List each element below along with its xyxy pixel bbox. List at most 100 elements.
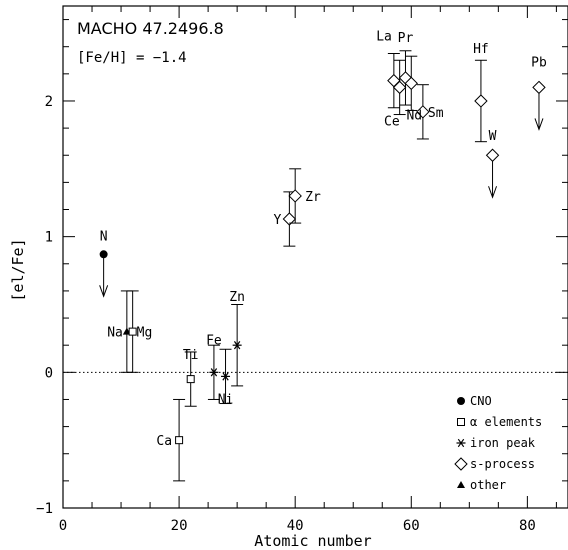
element-label-nd: Nd <box>406 108 422 123</box>
marker-diamond <box>474 94 488 108</box>
legend-label: s-process <box>470 457 535 471</box>
point-marker <box>209 368 219 377</box>
marker-diamond <box>454 457 468 471</box>
element-label-sm: Sm <box>428 106 444 121</box>
data-point-ca <box>173 398 186 482</box>
data-point-sm <box>416 84 430 140</box>
element-labels: N Na Mg Ca Ti Fe Ni Zn Y Zr La Ce Pr Nd Sm Hf W Pb <box>100 30 547 450</box>
legend-marker <box>457 481 465 488</box>
point-marker <box>232 341 242 350</box>
marker-diamond <box>532 80 546 95</box>
legend-marker <box>457 397 465 405</box>
point-marker <box>392 80 407 95</box>
point-marker <box>485 148 500 162</box>
legend-label: iron peak <box>470 436 536 450</box>
marker-stroke <box>233 341 241 350</box>
element-label-zr: Zr <box>305 190 321 205</box>
element-label-n: N <box>100 229 108 244</box>
y-axis-label: [el/Fe] <box>9 238 27 301</box>
element-label-ca: Ca <box>156 434 172 449</box>
data-point-hf <box>474 59 488 143</box>
legend-marker <box>457 418 465 426</box>
element-label-la: La <box>376 30 392 45</box>
x-tick-label: 80 <box>519 518 536 534</box>
point-marker <box>175 436 184 445</box>
element-label-zn: Zn <box>229 290 245 305</box>
x-tick-label: 60 <box>403 518 420 534</box>
data-point-pr <box>398 50 413 106</box>
marker-diamond <box>404 76 418 91</box>
marker-circle <box>457 397 465 405</box>
element-label-w: W <box>489 129 497 144</box>
point-marker <box>416 105 430 119</box>
arrow-head <box>488 186 498 199</box>
legend: CNO α elements iron peak s-process other <box>454 394 542 492</box>
chart-subtitle: [Fe/H] = −1.4 <box>77 50 187 66</box>
point-marker <box>532 80 546 95</box>
element-label-na: Na <box>107 326 123 341</box>
chart-title: MACHO 47.2496.8 <box>77 19 224 38</box>
point-marker <box>404 76 418 91</box>
data-point-y <box>282 191 297 247</box>
marker-stroke <box>222 372 229 381</box>
data-points <box>99 50 546 482</box>
marker-stroke <box>210 368 218 377</box>
data-point-zn <box>231 303 244 387</box>
legend-label: CNO <box>470 394 492 408</box>
point-marker <box>474 94 488 108</box>
data-point-fe <box>207 344 220 400</box>
data-point-zr <box>288 168 302 224</box>
data-point-ce <box>392 59 407 116</box>
plot-border <box>62 5 568 509</box>
x-tick-label: 0 <box>59 518 67 534</box>
element-label-hf: Hf <box>473 42 489 57</box>
data-point-mg <box>126 290 139 373</box>
arrow-head <box>534 118 544 131</box>
legend-marker <box>454 457 468 471</box>
data-point-w <box>485 148 500 199</box>
element-label-ce: Ce <box>384 114 400 129</box>
point-marker <box>99 250 108 259</box>
legend-label: α elements <box>470 415 542 429</box>
plot-frame <box>62 5 568 509</box>
marker-triangle <box>457 481 465 488</box>
element-label-pr: Pr <box>398 31 414 46</box>
x-tick-label: 20 <box>171 518 188 534</box>
element-label-ni: Ni <box>218 392 234 407</box>
y-tick-label: 2 <box>45 94 53 110</box>
marker-diamond <box>392 80 407 95</box>
element-label-y: Y <box>274 213 282 228</box>
marker-diamond <box>282 212 297 226</box>
y-tick-label: 1 <box>45 230 53 246</box>
legend-label: other <box>470 478 506 492</box>
marker-square <box>457 418 465 426</box>
legend-marker <box>456 438 466 448</box>
point-marker <box>186 375 195 384</box>
element-label-fe: Fe <box>206 333 222 348</box>
element-label-mg: Mg <box>137 326 153 341</box>
data-point-la <box>387 52 401 109</box>
marker-square <box>186 375 195 384</box>
marker-diamond <box>485 148 500 162</box>
element-label-ti: Ti <box>183 348 199 363</box>
point-marker <box>282 212 297 226</box>
marker-diamond <box>288 189 302 203</box>
point-marker <box>288 189 302 203</box>
data-point-pb <box>532 80 546 131</box>
marker-square <box>128 327 137 336</box>
arrow-head <box>99 285 109 298</box>
element-label-pb: Pb <box>531 55 547 70</box>
marker-circle <box>99 250 108 259</box>
x-tick-label: 40 <box>287 518 304 534</box>
axis-ticks: 0 20 40 60 80 −1 0 1 2 <box>36 6 568 534</box>
data-point-n <box>99 250 109 298</box>
data-point-ti <box>184 351 197 407</box>
x-axis-label: Atomic number <box>254 532 371 550</box>
marker-stroke <box>457 438 465 448</box>
y-tick-label: 0 <box>45 365 53 381</box>
y-tick-label: −1 <box>36 501 53 517</box>
point-marker <box>221 372 231 381</box>
marker-square <box>175 436 184 445</box>
point-marker <box>128 327 137 336</box>
